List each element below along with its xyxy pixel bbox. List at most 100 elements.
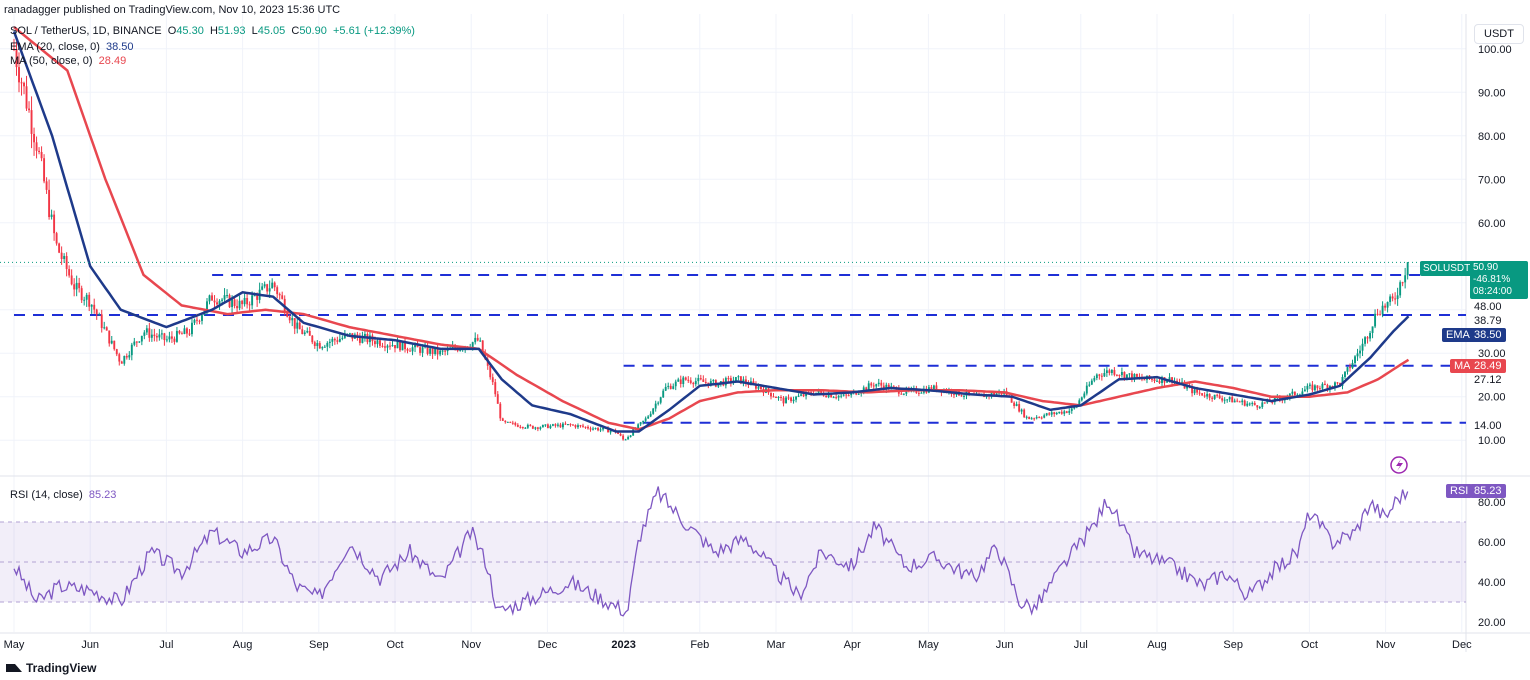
candle-body [118, 354, 121, 362]
candle-body [1384, 305, 1387, 308]
candle-body [158, 334, 161, 338]
candle-body [1236, 400, 1239, 402]
candle-body [18, 67, 20, 83]
candle-body [539, 427, 542, 429]
candle-body [1128, 373, 1131, 375]
candle-body [1364, 337, 1366, 344]
candle-body [561, 423, 564, 428]
ema-legend[interactable]: EMA (20, close, 0) 38.50 [10, 41, 134, 53]
candle-body [1261, 402, 1264, 408]
grid [0, 14, 1530, 652]
candle-body [519, 426, 522, 428]
candle-body [1258, 407, 1261, 409]
candle-body [1354, 356, 1356, 364]
candle-body [333, 338, 336, 341]
candle-body [1211, 397, 1214, 399]
candle-body [318, 343, 321, 349]
candle-body [687, 379, 690, 381]
candle-body [1105, 370, 1108, 373]
candle-body [837, 395, 840, 398]
x-tick-label: Sep [1223, 639, 1243, 651]
candle-body [303, 332, 306, 335]
candle-body [1085, 385, 1088, 394]
candle-body [343, 334, 346, 338]
candle-body [544, 424, 547, 426]
candle-body [33, 133, 36, 143]
candle-body [1143, 379, 1146, 381]
candle-body [1399, 282, 1402, 296]
candle-body [296, 322, 299, 329]
candle-body [1030, 418, 1033, 420]
x-tick-label: Jun [996, 639, 1014, 651]
low-label: L [251, 25, 258, 37]
candle-body [95, 309, 98, 315]
alert-icon[interactable] [1390, 456, 1408, 474]
candle-body [529, 424, 532, 426]
x-tick-label: Apr [844, 639, 861, 651]
candle-body [780, 397, 782, 399]
candle-body [63, 256, 66, 259]
candle-body [1246, 403, 1249, 406]
candle-body [358, 337, 361, 343]
candle-body [672, 386, 675, 389]
candle-body [43, 158, 46, 182]
candle-body [60, 252, 63, 259]
x-tick-label: May [4, 639, 25, 651]
candle-body [817, 390, 820, 393]
horizontal-levels[interactable] [14, 273, 1466, 424]
candle-body [1065, 411, 1068, 413]
ma-legend[interactable]: MA (50, close, 0) 28.49 [10, 55, 126, 67]
candle-body [584, 426, 587, 428]
symbol-name[interactable]: SOL / TetherUS, 1D, BINANCE [10, 25, 162, 37]
candle-body [930, 387, 933, 391]
candle-body [90, 304, 93, 307]
candle-body [1326, 384, 1329, 389]
candle-body [241, 300, 244, 305]
candle-body [1088, 384, 1091, 386]
candle-body [100, 314, 103, 329]
candle-body [589, 428, 592, 430]
candle-body [316, 343, 319, 347]
candle-body [617, 432, 620, 434]
candle-body [1068, 410, 1071, 413]
candle-body [1015, 404, 1018, 406]
candle-body [669, 385, 672, 389]
candle-body [218, 300, 221, 305]
candle-body [657, 402, 660, 404]
candle-body [609, 430, 612, 433]
candle-body [1306, 385, 1309, 390]
symbol-ohlc-line: SOL / TetherUS, 1D, BINANCE O45.30 H51.9… [10, 25, 415, 37]
candle-body [1223, 399, 1226, 401]
candle-body [1166, 381, 1168, 383]
candle-body [567, 424, 569, 426]
footer-brand: TradingView [26, 661, 97, 675]
tradingview-logo-icon [6, 662, 22, 674]
candle-body [729, 378, 732, 383]
candle-body [1135, 373, 1138, 377]
currency-button[interactable]: USDT [1474, 24, 1524, 44]
candle-body [140, 335, 143, 342]
rsi-tick-label: 80.00 [1478, 497, 1506, 509]
candle-body [521, 427, 524, 429]
price-tag-countdown: 08:24:00 [1473, 286, 1512, 297]
candle-body [98, 314, 101, 316]
rsi-tick-label: 60.00 [1478, 537, 1506, 549]
y-tick-label: 60.00 [1478, 218, 1506, 230]
candle-body [363, 333, 366, 337]
candle-body [1213, 394, 1216, 399]
candle-body [281, 295, 284, 299]
candle-body [426, 345, 429, 354]
candle-body [1251, 402, 1254, 404]
candle-body [65, 256, 68, 270]
candle-body [404, 341, 406, 350]
tradingview-footer[interactable]: TradingView [6, 661, 96, 675]
candle-body [321, 347, 324, 349]
candle-body [1321, 383, 1324, 389]
candle-body [1316, 385, 1319, 389]
candle-body [785, 397, 787, 404]
rsi-legend[interactable]: RSI (14, close) 85.23 [10, 489, 116, 501]
candle-body [569, 424, 572, 426]
candle-body [38, 150, 41, 152]
candle-body [797, 395, 800, 397]
